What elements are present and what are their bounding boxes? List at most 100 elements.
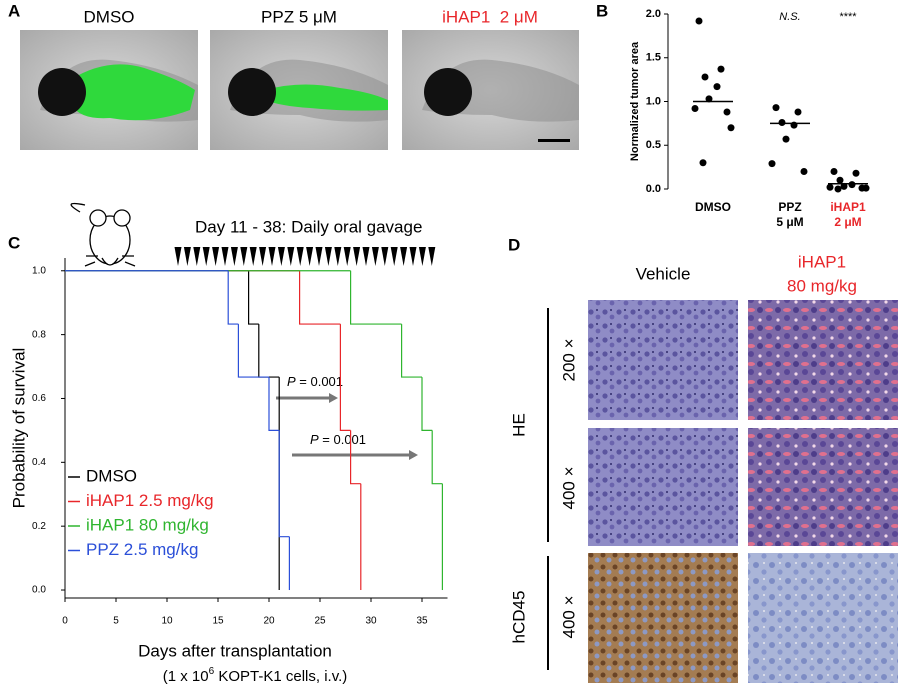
dose-marker <box>334 247 342 266</box>
y-tick-label: 0.8 <box>32 329 46 340</box>
y-axis-label: Probability of survival <box>9 348 28 509</box>
y-tick-label: 1.0 <box>32 265 46 276</box>
dose-marker <box>277 247 285 266</box>
data-point <box>852 169 860 177</box>
arrow-head <box>409 450 418 460</box>
x-tick-label: 5 <box>113 616 119 627</box>
x-axis-note: (1 x 106 KOPT-K1 cells, i.v.) <box>163 666 348 685</box>
ihc-image <box>588 553 738 683</box>
data-point <box>768 160 776 168</box>
image-title: PPZ 5 μM <box>261 7 337 26</box>
x-tick-label: 30 <box>365 616 377 627</box>
dose-marker <box>371 247 379 266</box>
x-tick-label: 0 <box>62 616 68 627</box>
note-part: (1 x 10 <box>163 668 209 685</box>
y-tick-label: 0.4 <box>32 457 46 468</box>
histology-image <box>748 300 898 420</box>
survival-step <box>431 430 443 485</box>
dose-marker <box>230 247 238 266</box>
data-point <box>836 176 844 184</box>
survival-step <box>350 430 361 485</box>
dose-marker <box>324 247 332 266</box>
panel-label: C <box>8 233 20 252</box>
data-point <box>800 168 808 175</box>
x-tick-label: iHAP1 <box>830 200 866 214</box>
column-title: iHAP1 <box>798 252 846 271</box>
x-tick-label: 35 <box>416 616 428 627</box>
data-point <box>862 184 870 192</box>
note-part: KOPT-K1 cells, i.v.) <box>214 668 347 685</box>
x-tick-label: PPZ <box>778 200 801 214</box>
survival-step <box>350 270 402 325</box>
column-title: Vehicle <box>636 264 691 283</box>
data-point <box>778 119 786 126</box>
dose-marker <box>381 247 389 266</box>
arrow-head <box>329 393 338 403</box>
image-title: iHAP1 2 μM <box>442 7 538 26</box>
x-tick-label: 15 <box>212 616 224 627</box>
dose-marker <box>362 247 370 266</box>
dose-marker <box>212 247 220 266</box>
dose-marker <box>249 247 257 266</box>
x-tick-label: 5 μM <box>776 215 803 229</box>
data-point <box>794 108 802 116</box>
data-point <box>826 183 834 191</box>
magnification: 400 × <box>559 595 578 638</box>
data-point <box>840 182 848 190</box>
x-tick-label: 10 <box>161 616 173 627</box>
data-point <box>830 168 838 175</box>
dose-marker <box>343 247 351 266</box>
dose-marker <box>390 247 398 266</box>
zebrafish-image <box>402 30 579 150</box>
significance-label: N.S. <box>779 11 800 23</box>
significance-label: **** <box>839 11 857 23</box>
x-axis-label: Days after transplantation <box>138 641 332 660</box>
data-point <box>772 104 780 112</box>
p-symbol: P <box>287 374 296 389</box>
dose-marker <box>174 247 182 266</box>
dose-marker <box>268 247 276 266</box>
magnification: 200 × <box>559 338 578 381</box>
dose-marker <box>240 247 248 266</box>
data-point <box>691 105 699 112</box>
y-tick-label: 2.0 <box>646 8 661 20</box>
dose-marker <box>353 247 361 266</box>
column-title: 80 mg/kg <box>787 276 857 295</box>
magnification: 400 × <box>559 466 578 509</box>
data-point <box>695 17 703 25</box>
survival-step <box>248 270 259 325</box>
ihc-image <box>748 553 898 683</box>
x-tick-label: 20 <box>263 616 275 627</box>
y-tick-label: 1.5 <box>646 52 661 64</box>
dose-marker <box>400 247 408 266</box>
y-tick-label: 0.0 <box>32 585 46 596</box>
note-part: 6 <box>209 666 215 677</box>
zebrafish-image <box>210 30 388 150</box>
panel-label: A <box>8 1 20 20</box>
dosing-title: Day 11 - 38: Daily oral gavage <box>195 217 422 236</box>
mouse-icon <box>70 202 136 267</box>
zebrafish-image <box>20 30 198 150</box>
histology-image <box>588 428 738 546</box>
survival-step <box>421 377 433 431</box>
x-tick-label: 2 μM <box>834 215 861 229</box>
p-number: = 0.001 <box>296 374 343 389</box>
dose-marker <box>183 247 191 266</box>
data-point <box>848 181 856 189</box>
survival-step <box>401 324 422 378</box>
legend-label: iHAP1 2.5 mg/kg <box>86 491 214 510</box>
data-point <box>705 95 713 103</box>
stain-label: hCD45 <box>509 591 528 644</box>
survival-step <box>278 430 290 538</box>
survival-step <box>339 324 351 431</box>
data-point <box>727 124 735 132</box>
data-point <box>782 135 790 143</box>
y-tick-label: 0.5 <box>646 139 661 151</box>
data-point <box>699 159 707 167</box>
histology-image <box>748 428 898 546</box>
data-point <box>723 108 731 116</box>
legend-label: PPZ 2.5 mg/kg <box>86 540 198 559</box>
stain-label: HE <box>509 413 528 437</box>
data-point <box>713 83 721 91</box>
